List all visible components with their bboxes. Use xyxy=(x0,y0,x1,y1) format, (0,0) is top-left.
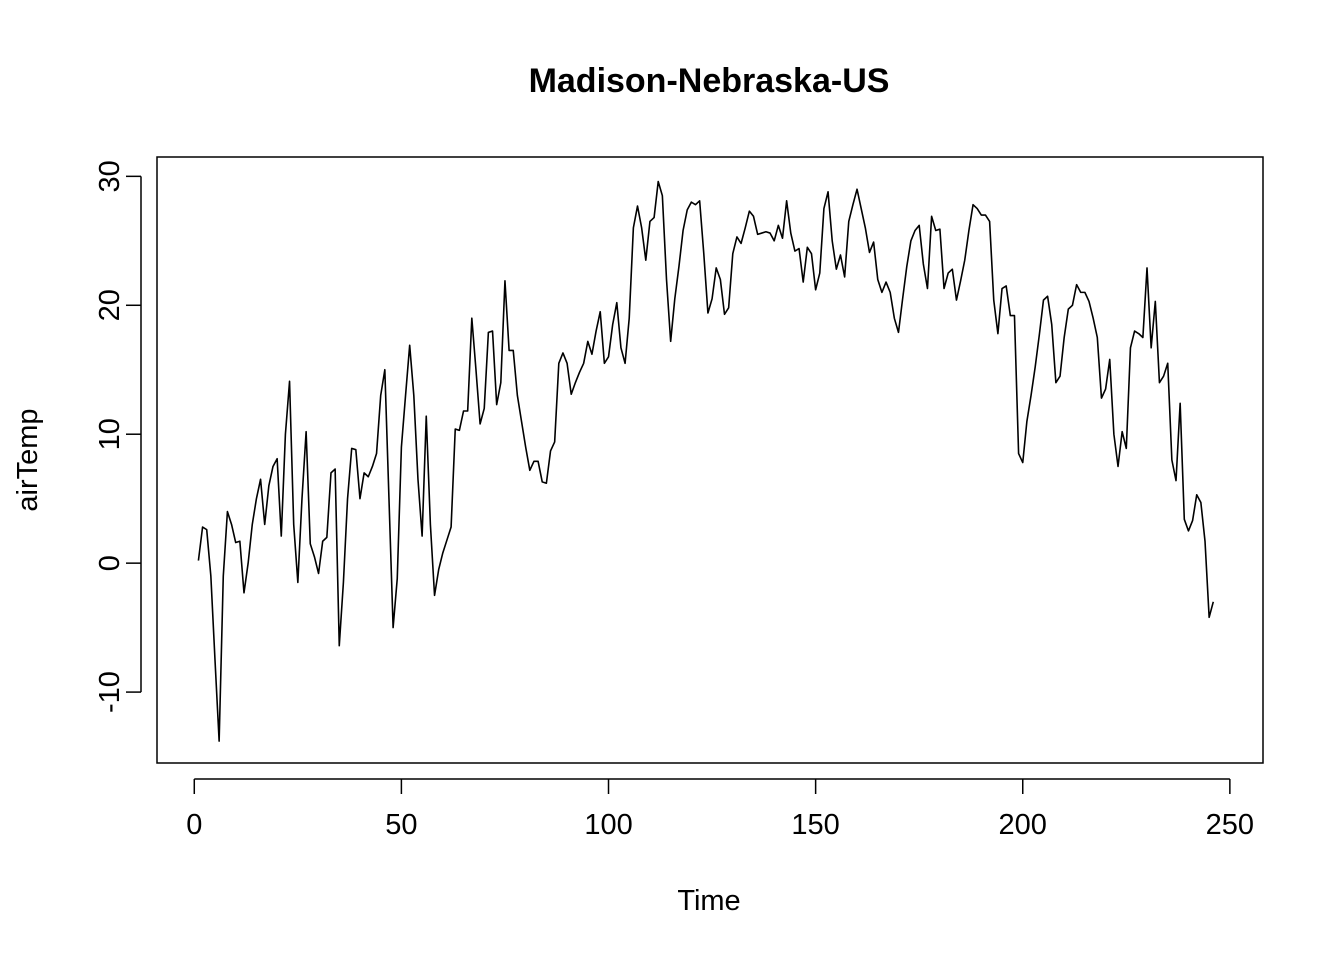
x-tick-label: 150 xyxy=(791,809,839,841)
x-tick-label: 200 xyxy=(999,809,1047,841)
y-tick-label: 10 xyxy=(94,418,126,450)
x-tick-label: 100 xyxy=(584,809,632,841)
series-line xyxy=(197,180,1215,742)
x-axis: 0 50 100 150 200 250 xyxy=(186,778,1254,841)
x-tick-label: 0 xyxy=(186,809,202,841)
y-tick-label: -10 xyxy=(94,671,126,713)
chart-title: Madison-Nebraska-US xyxy=(529,62,890,100)
x-tick-label: 250 xyxy=(1206,809,1254,841)
plot-area-frame xyxy=(156,156,1264,764)
y-axis: -10 0 10 20 30 xyxy=(94,160,142,713)
y-tick-label: 0 xyxy=(94,555,126,571)
y-axis-label: airTemp xyxy=(12,408,44,511)
y-tick-label: 20 xyxy=(94,289,126,321)
x-tick-label: 50 xyxy=(385,809,417,841)
y-tick-label: 30 xyxy=(94,160,126,192)
x-axis-label: Time xyxy=(677,885,740,917)
series-layer xyxy=(197,180,1215,742)
